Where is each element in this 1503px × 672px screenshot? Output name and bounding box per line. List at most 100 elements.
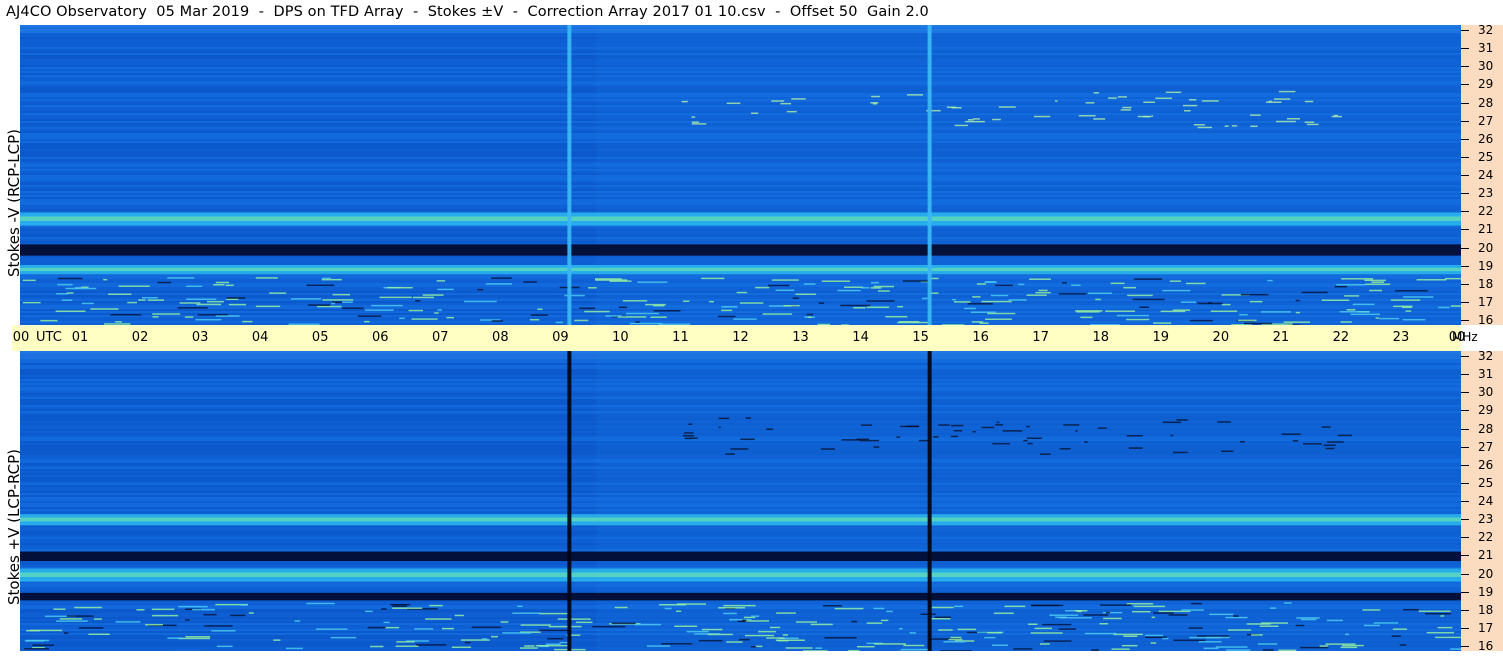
rfi-speckle — [588, 287, 597, 289]
rfi-speckle — [987, 312, 1016, 315]
rfi-speckle — [206, 300, 224, 303]
spectrogram-stripe — [20, 79, 1461, 81]
signal-burst — [1303, 443, 1322, 445]
spectrogram-stripe — [20, 133, 1461, 135]
spectrogram-stripe — [20, 143, 1461, 145]
rfi-speckle — [211, 630, 236, 632]
rfi-speckle — [707, 633, 733, 636]
y-tick-label: 30 — [1478, 59, 1494, 74]
spectrogram-stripe — [20, 377, 1461, 379]
spectrogram-stripe — [20, 103, 1461, 105]
signal-burst — [1026, 425, 1030, 428]
rfi-speckle — [1034, 627, 1053, 630]
rfi-speckle — [1031, 604, 1064, 607]
spectrogram-stripe — [20, 89, 1461, 91]
spectrogram-stripe — [20, 225, 1461, 227]
y-tick — [1461, 175, 1469, 176]
spectrogram-stripe — [20, 433, 1461, 435]
rfi-speckle — [1416, 279, 1447, 281]
rfi-speckle — [1390, 299, 1421, 301]
rfi-speckle — [167, 637, 183, 639]
rfi-speckle — [1287, 324, 1300, 325]
bottom-frequency-axis: 16 17 18 19 20 21 22 23 24 25 26 27 28 29 30 31 32 — [1461, 349, 1503, 653]
rfi-speckle — [775, 289, 795, 292]
rfi-speckle — [957, 628, 977, 631]
x-tick-label: 07 — [432, 330, 449, 345]
signal-burst — [780, 102, 792, 105]
rfi-speckle — [1295, 299, 1300, 302]
rfi-speckle — [454, 614, 464, 617]
spectrogram-stripe — [20, 73, 1461, 75]
rfi-speckle — [976, 283, 986, 285]
rfi-speckle — [1230, 324, 1252, 325]
rfi-speckle — [115, 621, 141, 623]
spectrogram-stripe — [20, 509, 1461, 511]
rfi-speckle — [1062, 282, 1067, 284]
rfi-speckle — [1352, 303, 1375, 306]
rfi-speckle — [555, 321, 563, 324]
spectrogram-stripe — [20, 449, 1461, 451]
spectrogram-stripe — [20, 617, 1461, 619]
rfi-speckle — [248, 612, 254, 614]
rfi-speckle — [785, 647, 813, 649]
rfi-speckle — [1295, 624, 1305, 627]
rfi-speckle — [152, 316, 159, 318]
spectrogram-stripe — [20, 395, 1461, 397]
rfi-speckle — [203, 613, 217, 616]
spectrogram-stripe — [20, 107, 1461, 109]
rfi-speckle — [566, 634, 581, 636]
rfi-speckle — [548, 625, 582, 628]
rfi-speckle — [824, 637, 857, 639]
y-tick — [1461, 211, 1469, 213]
spectrogram-stripe — [20, 159, 1461, 161]
spectrogram-stripe — [20, 491, 1461, 493]
spectrogram-stripe — [20, 105, 1461, 107]
rfi-speckle — [1180, 301, 1196, 303]
rfi-speckle — [1225, 616, 1248, 619]
rfi-speckle — [927, 277, 939, 280]
rfi-speckle — [934, 616, 951, 619]
rfi-speckle — [230, 614, 246, 617]
rfi-speckle — [818, 302, 825, 304]
signal-burst — [1183, 104, 1198, 107]
signal-burst — [1162, 421, 1182, 424]
spectrogram-stripe — [20, 545, 1461, 547]
spectrogram-stripe — [20, 533, 1461, 535]
spectrogram-stripe — [20, 457, 1461, 459]
rfi-speckle — [1111, 648, 1130, 650]
signal-burst — [1033, 115, 1051, 118]
signal-burst — [1137, 115, 1151, 118]
signal-burst — [1126, 435, 1143, 437]
rfi-speckle — [564, 294, 585, 297]
rfi-speckle — [683, 300, 690, 303]
rfi-speckle — [1145, 636, 1167, 639]
rfi-speckle — [1259, 625, 1279, 627]
signal-burst — [1075, 430, 1078, 432]
rfi-speckle — [1339, 310, 1370, 313]
rfi-speckle — [103, 278, 108, 281]
spectrogram-stripe — [20, 165, 1461, 167]
top-frequency-axis: 16 17 18 19 20 21 22 23 24 25 26 27 28 29 30 31 32 — [1461, 23, 1503, 327]
spectrogram-stripe — [20, 323, 1461, 325]
rfi-speckle — [873, 607, 885, 610]
signal-burst — [1059, 448, 1071, 450]
rfi-speckle — [1344, 295, 1360, 297]
spectrogram-stripe — [20, 191, 1461, 193]
rfi-speckle — [53, 608, 66, 610]
y-tick — [1461, 138, 1469, 140]
rfi-speckle — [1209, 613, 1234, 616]
rfi-speckle — [1102, 611, 1123, 614]
rfi-speckle — [288, 323, 320, 325]
spectrogram-stripe — [20, 407, 1461, 409]
rfi-speckle — [952, 298, 957, 301]
spectrogram-stripe — [20, 237, 1461, 239]
spectrogram-stripe — [20, 495, 1461, 497]
rfi-speckle — [446, 316, 454, 319]
rfi-speckle — [216, 645, 233, 648]
rfi-speckle — [396, 641, 415, 643]
spectrogram-stripe — [20, 547, 1461, 549]
rfi-speckle — [903, 644, 925, 647]
spectrogram-stripe — [20, 567, 1461, 569]
spectrogram-stripe — [20, 389, 1461, 391]
rfi-speckle — [950, 636, 962, 639]
